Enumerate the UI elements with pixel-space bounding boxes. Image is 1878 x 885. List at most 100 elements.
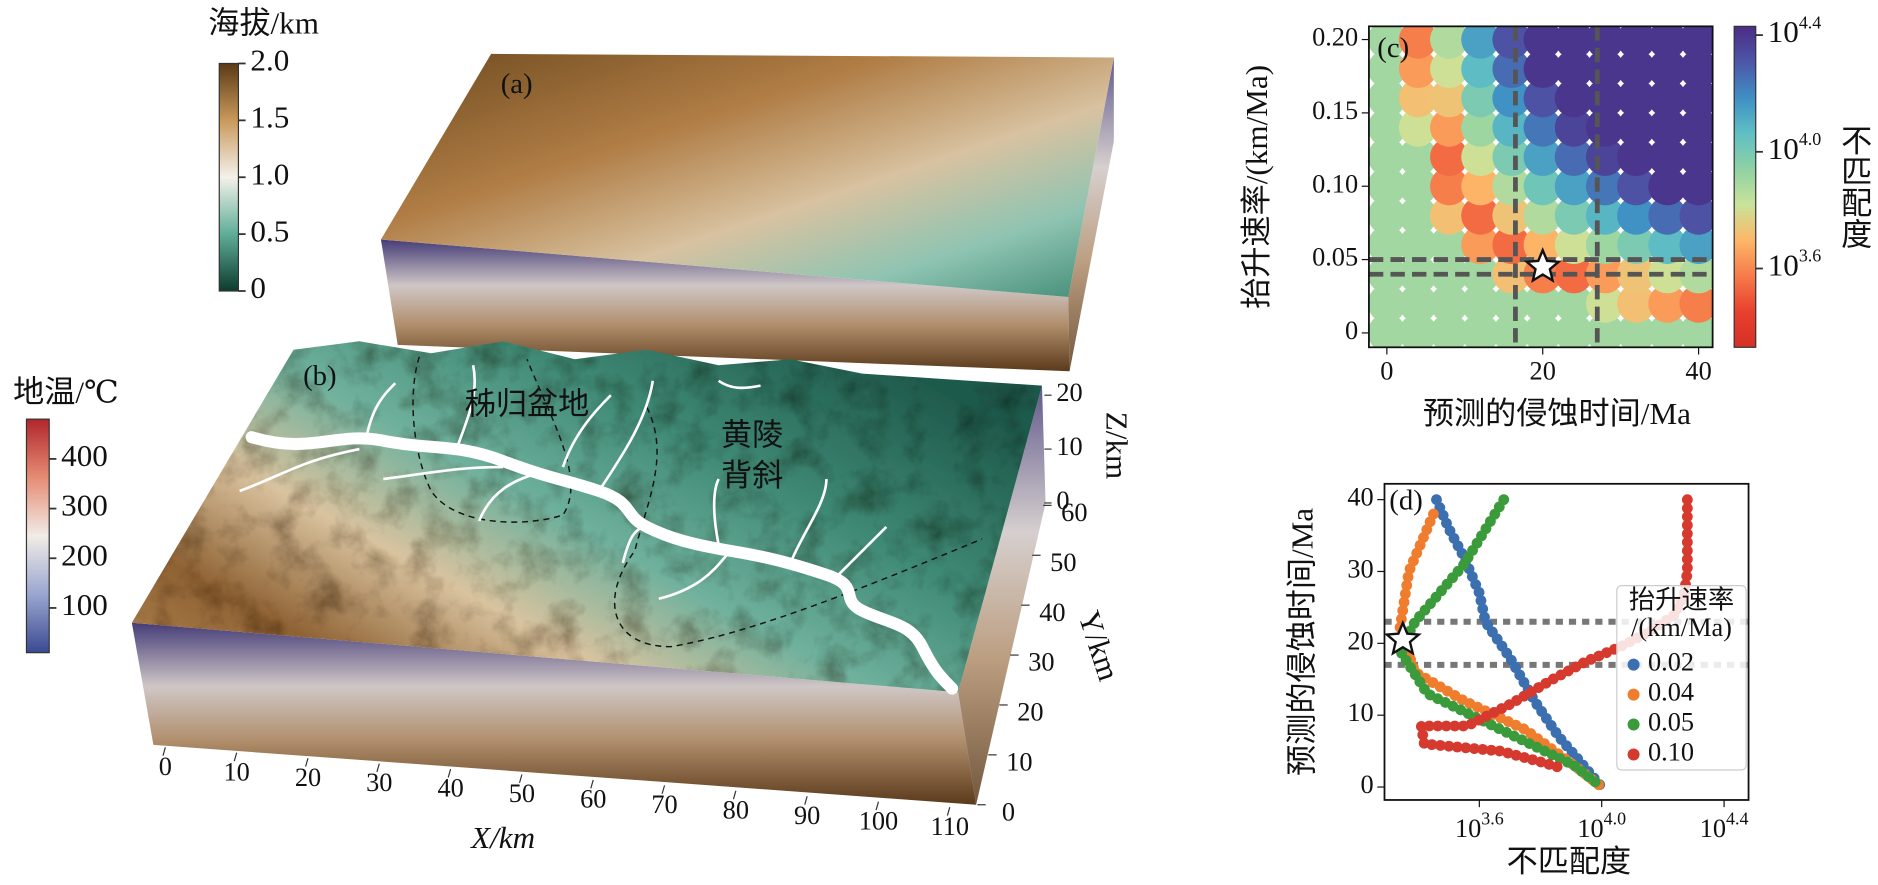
point [1648,26,1687,59]
point [1461,167,1500,206]
point [1554,137,1594,177]
plot-frame [1383,482,1750,801]
plot-area [1368,26,1713,348]
point [1523,313,1562,348]
point [1679,225,1713,265]
x-tick-label: 20 [1530,357,1556,386]
y-tick-label: 40 [1039,598,1065,627]
y-tick-label: 30 [1028,648,1054,677]
x-tick [518,774,523,784]
x-axis-label: 预测的侵蚀时间/Ma [1423,396,1691,431]
x-tick [946,806,951,816]
best-fit-star [1523,247,1562,283]
point [1523,26,1562,59]
point [1523,225,1562,265]
annotation: 黄陵 [721,417,783,452]
point [1617,196,1656,235]
point [1461,196,1500,235]
x-tick-label: 0 [1380,357,1393,386]
terrain-a [380,53,1114,372]
point [1430,108,1469,147]
point [1492,284,1531,323]
point [1492,26,1531,59]
x-tick-label: 50 [509,779,535,808]
legend-title: /(km/Ma) [1631,613,1732,642]
point [1648,313,1687,348]
point [1554,79,1594,118]
y-tick-label: 10 [1006,747,1032,776]
y-tick-label: 0 [1002,797,1015,826]
colorbar-title: 不匹配度 [1836,125,1871,250]
x-tick-label-base: 10 [1455,814,1481,843]
point [1617,49,1656,89]
annotation: 秭归盆地 [465,386,590,421]
point [1398,137,1438,177]
anticline-outline [613,406,983,648]
point [1648,137,1687,177]
point [1648,167,1687,206]
x-tick-label: 110 [931,812,970,841]
block-top [380,53,1114,297]
point [1554,196,1594,235]
x-tick-label: 40 [1685,357,1711,386]
colorbar-tick-label: 400 [61,438,108,473]
colorbar-tick-label-exponent: 4.0 [1799,129,1821,149]
colorbar-tick-label-base: 10 [1768,248,1799,283]
x-tick-label: 40 [437,774,463,803]
x-tick [732,790,737,800]
y-axis-label: 抬升速率/(km/Ma) [1239,65,1274,309]
point [1492,167,1531,206]
y-tick-label: 50 [1050,548,1076,577]
x-tick-label: 104.0 [1577,808,1626,843]
point [1648,196,1687,235]
x-tick [376,763,380,773]
point [1523,284,1562,323]
x-axis-label: X/km [469,820,535,855]
point [1368,137,1407,177]
point [1554,26,1594,59]
point [1368,167,1407,206]
point [1492,49,1531,89]
x-tick [875,801,880,811]
x-tick-label: 90 [794,801,820,830]
colorbar-title: 海拔/km [208,5,319,40]
block-top [131,341,1042,693]
point [1648,284,1687,323]
x-tick-label: 20 [295,763,321,792]
legend-marker [1627,658,1640,671]
point [1461,225,1500,265]
panel-label: (b) [303,360,337,392]
z-tick-label: 0 [1056,486,1069,515]
legend-marker [1627,718,1640,731]
point [1492,108,1531,147]
point [1398,196,1438,235]
legend-label: 0.05 [1648,708,1694,737]
point [1368,108,1407,147]
colorbar-tick-label: 100 [61,587,108,622]
point [1648,49,1687,89]
point [1430,26,1469,59]
x-tick-label-base: 10 [1700,814,1726,843]
x-tick-label: 80 [723,795,749,824]
point [1648,255,1687,294]
series-points [1414,494,1693,775]
colorbar-tick-label: 200 [61,537,108,572]
x-tick-label: 100 [859,806,899,835]
point [1461,284,1500,323]
point [1368,49,1407,89]
point [1398,284,1438,323]
legend-marker [1627,748,1640,761]
x-tick-label: 30 [366,768,392,797]
colorbar [1733,25,1757,348]
point [1461,49,1500,89]
panel-label: (c) [1377,32,1409,64]
colorbar-title: 地温/℃ [13,374,119,409]
point [1368,79,1407,118]
x-tick [447,768,452,778]
legend-title: 抬升速率 [1629,585,1734,614]
point [1554,49,1594,89]
point [1617,108,1656,147]
colorbar-tick-label: 1.0 [250,156,289,191]
z-axis-label: Z/km [1100,412,1135,479]
